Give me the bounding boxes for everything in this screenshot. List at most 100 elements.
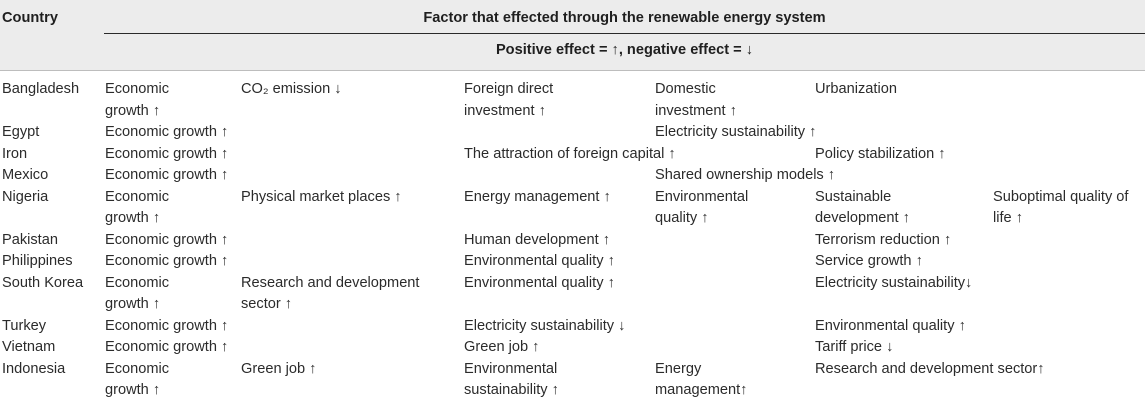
country-cell: Nigeria: [2, 188, 49, 205]
factor-cell-line: growth ↑: [105, 210, 161, 226]
table-row: Bangladesh Economic growth ↑ CO₂ emission ↓…: [0, 79, 1145, 122]
table-row: Iron Economic growth ↑ The attraction of f…: [0, 144, 1145, 166]
table-row: Vietnam Economic growth ↑ Green job ↑ Tarif…: [0, 337, 1145, 359]
factor-cell-line: Economic growth ↑: [105, 145, 229, 162]
country-cell: Mexico: [2, 167, 49, 183]
factor-cell-line: Green job ↑: [464, 339, 540, 355]
header-rule: [104, 33, 1145, 34]
factor-cell: Electricity sustainability↓: [815, 273, 972, 295]
factor-cell: Economic growth ↑: [105, 122, 228, 144]
factor-cell-line: investment ↑: [464, 102, 546, 119]
factor-cell-line: Suboptimal quality of: [993, 188, 1129, 205]
factor-cell: Economic growth ↑: [105, 316, 228, 338]
factor-cell: Environmental sustainability ↑: [464, 359, 559, 402]
factor-cell-line: Foreign direct: [464, 81, 554, 97]
factor-cell: Environmental quality ↑: [655, 187, 748, 230]
factor-cell: Green job ↑: [241, 359, 316, 381]
factor-cell: Policy stabilization ↑: [815, 144, 946, 166]
factor-cell-line: Terrorism reduction ↑: [815, 231, 952, 248]
factor-cell: Terrorism reduction ↑: [815, 230, 951, 252]
factor-cell-line: Environmental quality ↑: [464, 253, 615, 269]
factor-cell: Economic growth ↑: [105, 165, 228, 187]
factor-cell: Sustainable development ↑: [815, 187, 910, 230]
factor-cell: Environmental quality ↑: [464, 273, 615, 295]
factor-cell-line: Shared ownership models ↑: [655, 167, 836, 183]
factor-cell-line: CO₂ emission ↓: [241, 81, 342, 97]
factor-cell-line: Policy stabilization ↑: [815, 145, 946, 162]
table-row: Mexico Economic growth ↑ Shared ownership …: [0, 165, 1145, 187]
factor-cell-line: Electricity sustainability ↑: [655, 124, 817, 140]
factor-cell: Service growth ↑: [815, 251, 923, 273]
factor-cell-line: Economic: [105, 274, 170, 291]
factor-cell: Economic growth ↑: [105, 273, 169, 316]
factor-cell: Green job ↑: [464, 337, 539, 359]
factor-cell-line: Electricity sustainability ↓: [464, 317, 626, 334]
factor-cell: Economic growth ↑: [105, 187, 169, 230]
factor-cell-line: Research and development: [241, 274, 420, 291]
factor-cell-line: Economic growth ↑: [105, 124, 229, 140]
factor-cell-line: development ↑: [815, 210, 910, 226]
country-cell: Iron: [2, 145, 28, 162]
factor-cell: Electricity sustainability ↓: [464, 316, 625, 338]
factor-cell-line: Economic growth ↑: [105, 339, 229, 355]
country-cell: Philippines: [2, 253, 73, 269]
factor-cell: Physical market places ↑: [241, 187, 402, 209]
table-row: Nigeria Economic growth ↑ Physical market p…: [0, 187, 1145, 230]
factor-cell-line: Service growth ↑: [815, 253, 923, 269]
factor-cell-line: management↑: [655, 382, 748, 398]
factor-cell-line: investment ↑: [655, 102, 737, 119]
factor-cell-line: Urbanization: [815, 81, 897, 97]
factor-cell: Urbanization: [815, 79, 897, 101]
factor-cell-line: Human development ↑: [464, 231, 611, 248]
factor-cell-line: Environmental: [655, 188, 749, 205]
factor-cell: Research and development sector ↑: [241, 273, 419, 316]
factor-cell: Economic growth ↑: [105, 144, 228, 166]
factor-cell-line: growth ↑: [105, 382, 161, 398]
factor-cell-line: Domestic: [655, 81, 716, 97]
header-bottom-rule: [0, 70, 1145, 71]
table-row: Indonesia Economic growth ↑ Green job ↑ Envi…: [0, 359, 1145, 402]
factor-cell-line: Physical market places ↑: [241, 188, 402, 205]
factor-cell-line: The attraction of foreign capital ↑: [464, 145, 676, 162]
factor-cell-line: Environmental quality ↑: [815, 317, 966, 334]
factor-cell: Foreign direct investment ↑: [464, 79, 553, 122]
factor-cell: Research and development sector↑: [815, 359, 1045, 381]
factor-cell: Economic growth ↑: [105, 230, 228, 252]
country-cell: Egypt: [2, 124, 40, 140]
factor-cell-line: sector ↑: [241, 296, 293, 312]
factor-cell-line: Economic growth ↑: [105, 253, 229, 269]
factor-cell: Energy management↑: [655, 359, 747, 402]
factor-cell: Shared ownership models ↑: [655, 165, 835, 187]
factor-cell: Environmental quality ↑: [464, 251, 615, 273]
factor-header: Factor that effected through the renewab…: [423, 10, 826, 26]
factor-cell-line: growth ↑: [105, 102, 161, 119]
factor-cell: Environmental quality ↑: [815, 316, 966, 338]
factor-cell-line: quality ↑: [655, 210, 709, 226]
factor-cell: Suboptimal quality of life ↑: [993, 187, 1128, 230]
table-row: Philippines Economic growth ↑ Environmenta…: [0, 251, 1145, 273]
factor-cell-line: Tariff price ↓: [815, 339, 894, 355]
factor-cell-line: growth ↑: [105, 296, 161, 312]
factor-cell: Domestic investment ↑: [655, 79, 737, 122]
factor-cell-line: Economic growth ↑: [105, 167, 229, 183]
table-header: Country Factor that effected through the…: [0, 0, 1145, 70]
legend-header: Positive effect = ↑, negative effect = ↓: [495, 42, 754, 58]
factor-cell-line: life ↑: [993, 210, 1024, 226]
table-row: Pakistan Economic growth ↑ Human developme…: [0, 230, 1145, 252]
factor-cell: Tariff price ↓: [815, 337, 893, 359]
country-cell: Turkey: [2, 317, 47, 334]
factor-cell: Economic growth ↑: [105, 251, 228, 273]
table-row: Egypt Economic growth ↑ Electricity sustai…: [0, 122, 1145, 144]
factor-cell-line: sustainability ↑: [464, 382, 559, 398]
factor-cell-line: Energy management ↑: [464, 188, 611, 205]
table-row: Turkey Economic growth ↑ Electricity susta…: [0, 316, 1145, 338]
factor-cell: Energy management ↑: [464, 187, 611, 209]
factor-cell: Economic growth ↑: [105, 79, 169, 122]
factor-cell-line: Economic growth ↑: [105, 317, 229, 334]
country-header: Country: [2, 10, 58, 26]
factor-cell-line: Energy: [655, 360, 702, 377]
factor-cell-line: Economic: [105, 81, 170, 97]
factor-cell-line: Economic growth ↑: [105, 231, 229, 248]
factor-cell: Human development ↑: [464, 230, 610, 252]
